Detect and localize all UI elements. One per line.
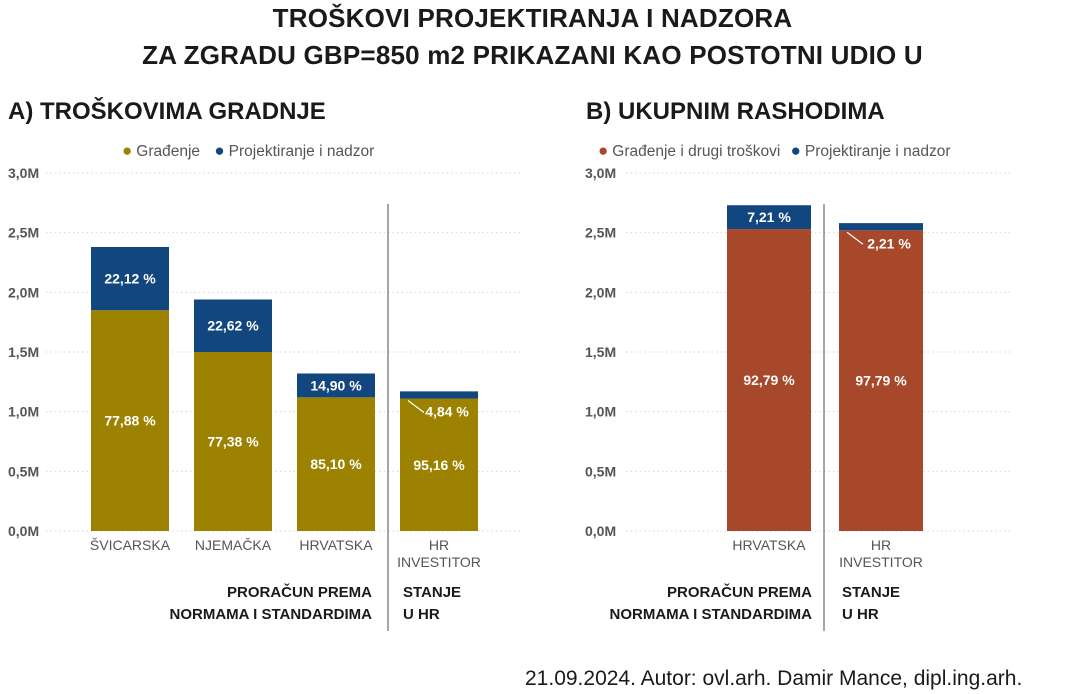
- data-label: 22,62 %: [207, 318, 259, 334]
- x-tick-label: INVESTITOR: [397, 554, 481, 570]
- data-label: 2,21 %: [867, 235, 911, 251]
- x-tick-label: HR: [429, 537, 449, 553]
- x-tick-label: HR: [871, 537, 891, 553]
- data-label: 92,79 %: [743, 372, 795, 388]
- data-label-leader: [407, 400, 425, 414]
- bar-segment: [91, 310, 169, 531]
- group-label-line2: NORMAMA I STANDARDIMA: [609, 606, 812, 623]
- group-label-line1: PRORAČUN PREMA: [666, 584, 812, 601]
- legend-item-projektiranje: ● Projektiranje i nadzor: [214, 141, 375, 160]
- data-label: 95,16 %: [413, 457, 465, 473]
- data-label: 4,84 %: [425, 404, 469, 420]
- legend-label: Projektiranje i nadzor: [228, 143, 375, 160]
- legend-item-projektiranje: ● Projektiranje i nadzor: [790, 141, 951, 160]
- data-label: 97,79 %: [855, 373, 907, 389]
- x-tick-label: NJEMAČKA: [195, 537, 272, 553]
- bar-segment: [839, 223, 923, 231]
- bar-segment: [91, 246, 169, 311]
- y-tick-label: 2,5M: [585, 225, 616, 241]
- data-label: 77,88 %: [104, 413, 156, 429]
- y-tick-label: 0,0M: [8, 523, 39, 539]
- data-label: 77,38 %: [207, 434, 259, 450]
- x-tick-label: ŠVICARSKA: [90, 537, 171, 553]
- y-tick-label: 2,5M: [8, 225, 39, 241]
- chart-b-title: B) UKUPNIM RASHODIMA: [586, 98, 885, 125]
- chart-a-group-label-hr: STANJE U HR: [403, 582, 461, 626]
- chart-a-title: A) TROŠKOVIMA GRADNJE: [8, 98, 326, 125]
- bar-segment: [727, 205, 811, 230]
- y-tick-label: 3,0M: [585, 165, 616, 181]
- chart-b-group-label-norms: PRORAČUN PREMA NORMAMA I STANDARDIMA: [560, 582, 812, 626]
- legend-label: Građenje i drugi troškovi: [612, 143, 781, 160]
- y-tick-label: 1,5M: [8, 344, 39, 360]
- y-tick-label: 0,0M: [585, 523, 616, 539]
- y-tick-label: 0,5M: [585, 463, 616, 479]
- chart-title-line1: TROŠKOVI PROJEKTIRANJA I NADZORA: [272, 3, 793, 33]
- group-label-line1: STANJE: [403, 584, 462, 601]
- bar-segment: [297, 397, 375, 531]
- x-tick-label: INVESTITOR: [839, 554, 923, 570]
- legend-label: Projektiranje i nadzor: [804, 143, 951, 160]
- footer-author: 21.09.2024. Autor: ovl.arh. Damir Mance,…: [525, 667, 1023, 690]
- legend-item-gradjenje-drugi: ● Građenje i drugi troškovi: [598, 141, 781, 160]
- bar-segment: [194, 352, 272, 531]
- data-label: 22,12 %: [104, 271, 156, 287]
- x-tick-label: HRVATSKA: [732, 537, 806, 553]
- group-label-line2: NORMAMA I STANDARDIMA: [169, 606, 372, 623]
- data-label: 7,21 %: [747, 209, 791, 225]
- group-label-line1: STANJE: [842, 584, 901, 601]
- chart-a-legend: ● Građenje ● Projektiranje i nadzor: [122, 141, 384, 161]
- bar-segment: [194, 299, 272, 352]
- chart-title-line2: ZA ZGRADU GBP=850 m2 PRIKAZANI KAO POSTO…: [142, 40, 923, 70]
- bar-segment: [400, 391, 478, 399]
- legend-item-gradjenje: ● Građenje: [122, 141, 201, 160]
- chart-a-group-label-norms: PRORAČUN PREMA NORMAMA I STANDARDIMA: [120, 582, 372, 626]
- bar-segment: [297, 373, 375, 398]
- group-label-line2: U HR: [403, 606, 440, 623]
- group-label-line1: PRORAČUN PREMA: [226, 584, 372, 601]
- bar-segment: [727, 229, 811, 531]
- y-tick-label: 2,0M: [8, 284, 39, 300]
- legend-label: Građenje: [136, 143, 201, 160]
- bar-segment: [400, 398, 478, 531]
- y-tick-label: 1,5M: [585, 344, 616, 360]
- y-tick-label: 3,0M: [8, 165, 39, 181]
- chart-b-legend: ● Građenje i drugi troškovi ● Projektiranj…: [598, 141, 960, 161]
- data-label: 14,90 %: [310, 377, 362, 393]
- x-tick-label: HRVATSKA: [299, 537, 373, 553]
- bar-segment: [839, 230, 923, 531]
- y-tick-label: 1,0M: [585, 404, 616, 420]
- y-tick-label: 1,0M: [8, 404, 39, 420]
- group-label-line2: U HR: [842, 606, 879, 623]
- y-tick-label: 0,5M: [8, 463, 39, 479]
- y-tick-label: 2,0M: [585, 284, 616, 300]
- data-label-leader: [846, 231, 864, 245]
- chart-b-group-label-hr: STANJE U HR: [842, 582, 900, 626]
- data-label: 85,10 %: [310, 456, 362, 472]
